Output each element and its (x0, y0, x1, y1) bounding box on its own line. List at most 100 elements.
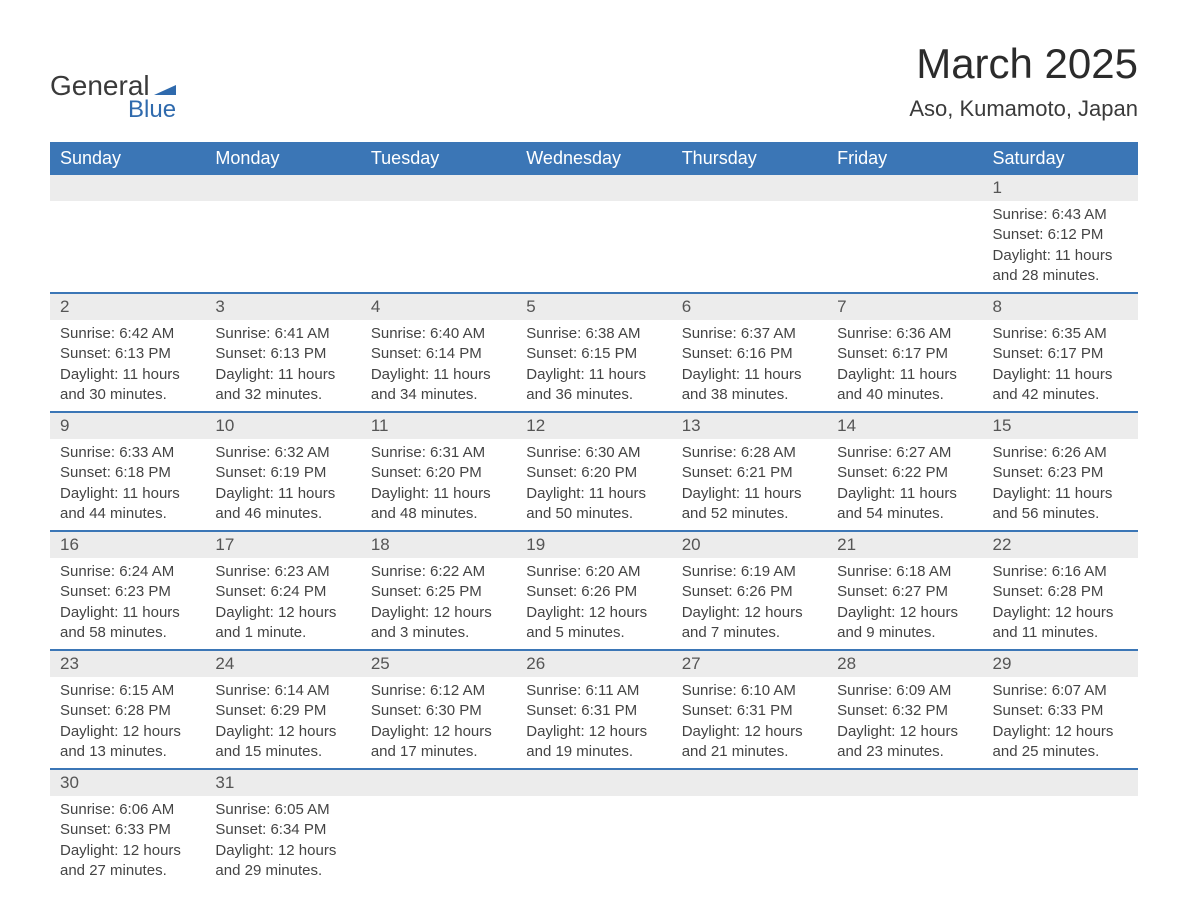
calendar-week: 2Sunrise: 6:42 AMSunset: 6:13 PMDaylight… (50, 293, 1138, 412)
sunset-text: Sunset: 6:31 PM (526, 701, 661, 721)
day-number: 7 (827, 294, 982, 320)
sunrise-text: Sunrise: 6:23 AM (215, 562, 350, 582)
daylight-text: Daylight: 11 hours and 52 minutes. (682, 484, 817, 525)
day-content: Sunrise: 6:32 AMSunset: 6:19 PMDaylight:… (205, 439, 360, 530)
sunrise-text: Sunrise: 6:22 AM (371, 562, 506, 582)
sunset-text: Sunset: 6:31 PM (682, 701, 817, 721)
day-content: Sunrise: 6:18 AMSunset: 6:27 PMDaylight:… (827, 558, 982, 649)
location: Aso, Kumamoto, Japan (909, 96, 1138, 122)
logo-text-blue: Blue (128, 96, 176, 124)
calendar-cell: 21Sunrise: 6:18 AMSunset: 6:27 PMDayligh… (827, 531, 982, 650)
day-content: Sunrise: 6:28 AMSunset: 6:21 PMDaylight:… (672, 439, 827, 530)
day-content (50, 201, 205, 271)
day-number: 9 (50, 413, 205, 439)
sunrise-text: Sunrise: 6:38 AM (526, 324, 661, 344)
daylight-text: Daylight: 11 hours and 42 minutes. (993, 365, 1128, 406)
calendar-cell: 8Sunrise: 6:35 AMSunset: 6:17 PMDaylight… (983, 293, 1138, 412)
calendar-cell: 11Sunrise: 6:31 AMSunset: 6:20 PMDayligh… (361, 412, 516, 531)
calendar-cell (672, 175, 827, 293)
daylight-text: Daylight: 12 hours and 29 minutes. (215, 841, 350, 882)
daylight-text: Daylight: 12 hours and 3 minutes. (371, 603, 506, 644)
day-content (672, 796, 827, 866)
day-content: Sunrise: 6:31 AMSunset: 6:20 PMDaylight:… (361, 439, 516, 530)
day-content: Sunrise: 6:09 AMSunset: 6:32 PMDaylight:… (827, 677, 982, 768)
sunrise-text: Sunrise: 6:15 AM (60, 681, 195, 701)
day-number (361, 770, 516, 796)
day-number: 15 (983, 413, 1138, 439)
calendar-cell (827, 769, 982, 887)
sunrise-text: Sunrise: 6:19 AM (682, 562, 817, 582)
day-content: Sunrise: 6:16 AMSunset: 6:28 PMDaylight:… (983, 558, 1138, 649)
daylight-text: Daylight: 11 hours and 58 minutes. (60, 603, 195, 644)
sunrise-text: Sunrise: 6:37 AM (682, 324, 817, 344)
day-content: Sunrise: 6:05 AMSunset: 6:34 PMDaylight:… (205, 796, 360, 887)
day-number: 30 (50, 770, 205, 796)
calendar-cell: 23Sunrise: 6:15 AMSunset: 6:28 PMDayligh… (50, 650, 205, 769)
day-content: Sunrise: 6:15 AMSunset: 6:28 PMDaylight:… (50, 677, 205, 768)
daylight-text: Daylight: 11 hours and 36 minutes. (526, 365, 661, 406)
sunrise-text: Sunrise: 6:43 AM (993, 205, 1128, 225)
daylight-text: Daylight: 11 hours and 44 minutes. (60, 484, 195, 525)
day-number: 24 (205, 651, 360, 677)
day-content: Sunrise: 6:30 AMSunset: 6:20 PMDaylight:… (516, 439, 671, 530)
title-block: March 2025 Aso, Kumamoto, Japan (909, 40, 1138, 122)
sunset-text: Sunset: 6:34 PM (215, 820, 350, 840)
calendar-week: 16Sunrise: 6:24 AMSunset: 6:23 PMDayligh… (50, 531, 1138, 650)
day-content: Sunrise: 6:24 AMSunset: 6:23 PMDaylight:… (50, 558, 205, 649)
sunrise-text: Sunrise: 6:12 AM (371, 681, 506, 701)
calendar-cell: 3Sunrise: 6:41 AMSunset: 6:13 PMDaylight… (205, 293, 360, 412)
day-number (827, 770, 982, 796)
calendar-cell: 13Sunrise: 6:28 AMSunset: 6:21 PMDayligh… (672, 412, 827, 531)
sunset-text: Sunset: 6:30 PM (371, 701, 506, 721)
sunset-text: Sunset: 6:20 PM (526, 463, 661, 483)
calendar-cell (516, 769, 671, 887)
day-number: 2 (50, 294, 205, 320)
day-number (983, 770, 1138, 796)
sunrise-text: Sunrise: 6:32 AM (215, 443, 350, 463)
sunset-text: Sunset: 6:24 PM (215, 582, 350, 602)
calendar-cell: 24Sunrise: 6:14 AMSunset: 6:29 PMDayligh… (205, 650, 360, 769)
daylight-text: Daylight: 11 hours and 46 minutes. (215, 484, 350, 525)
sunset-text: Sunset: 6:29 PM (215, 701, 350, 721)
calendar-cell (50, 175, 205, 293)
day-content (672, 201, 827, 271)
calendar-cell: 25Sunrise: 6:12 AMSunset: 6:30 PMDayligh… (361, 650, 516, 769)
calendar-week: 1Sunrise: 6:43 AMSunset: 6:12 PMDaylight… (50, 175, 1138, 293)
day-number: 10 (205, 413, 360, 439)
sunrise-text: Sunrise: 6:09 AM (837, 681, 972, 701)
calendar-cell: 28Sunrise: 6:09 AMSunset: 6:32 PMDayligh… (827, 650, 982, 769)
day-content: Sunrise: 6:43 AMSunset: 6:12 PMDaylight:… (983, 201, 1138, 292)
day-number: 29 (983, 651, 1138, 677)
day-number: 20 (672, 532, 827, 558)
day-number (827, 175, 982, 201)
daylight-text: Daylight: 12 hours and 9 minutes. (837, 603, 972, 644)
calendar-header: SundayMondayTuesdayWednesdayThursdayFrid… (50, 142, 1138, 175)
day-header: Wednesday (516, 142, 671, 175)
sunset-text: Sunset: 6:21 PM (682, 463, 817, 483)
day-number (516, 175, 671, 201)
day-content (516, 796, 671, 866)
day-content: Sunrise: 6:22 AMSunset: 6:25 PMDaylight:… (361, 558, 516, 649)
day-content: Sunrise: 6:20 AMSunset: 6:26 PMDaylight:… (516, 558, 671, 649)
sunrise-text: Sunrise: 6:42 AM (60, 324, 195, 344)
day-content: Sunrise: 6:33 AMSunset: 6:18 PMDaylight:… (50, 439, 205, 530)
day-content (361, 201, 516, 271)
sunset-text: Sunset: 6:20 PM (371, 463, 506, 483)
calendar-cell: 27Sunrise: 6:10 AMSunset: 6:31 PMDayligh… (672, 650, 827, 769)
daylight-text: Daylight: 11 hours and 34 minutes. (371, 365, 506, 406)
calendar-cell: 16Sunrise: 6:24 AMSunset: 6:23 PMDayligh… (50, 531, 205, 650)
sunset-text: Sunset: 6:28 PM (993, 582, 1128, 602)
day-number: 22 (983, 532, 1138, 558)
sunrise-text: Sunrise: 6:24 AM (60, 562, 195, 582)
day-header: Saturday (983, 142, 1138, 175)
calendar-body: 1Sunrise: 6:43 AMSunset: 6:12 PMDaylight… (50, 175, 1138, 887)
daylight-text: Daylight: 12 hours and 15 minutes. (215, 722, 350, 763)
day-content: Sunrise: 6:14 AMSunset: 6:29 PMDaylight:… (205, 677, 360, 768)
sunset-text: Sunset: 6:25 PM (371, 582, 506, 602)
sunrise-text: Sunrise: 6:30 AM (526, 443, 661, 463)
day-content: Sunrise: 6:40 AMSunset: 6:14 PMDaylight:… (361, 320, 516, 411)
calendar-cell: 30Sunrise: 6:06 AMSunset: 6:33 PMDayligh… (50, 769, 205, 887)
sunset-text: Sunset: 6:33 PM (993, 701, 1128, 721)
daylight-text: Daylight: 12 hours and 19 minutes. (526, 722, 661, 763)
calendar-week: 23Sunrise: 6:15 AMSunset: 6:28 PMDayligh… (50, 650, 1138, 769)
